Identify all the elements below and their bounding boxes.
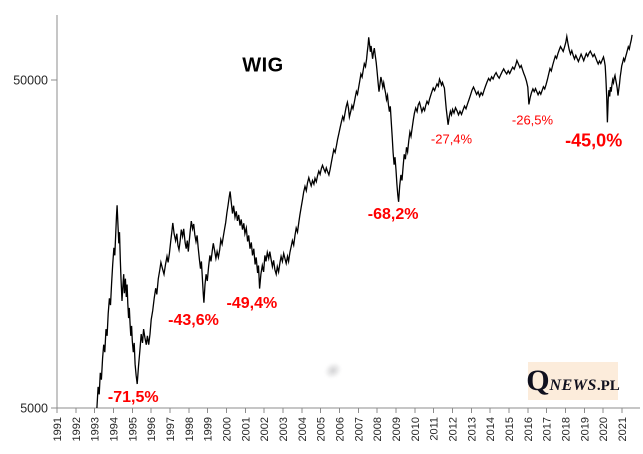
wig-line-series [96, 32, 633, 409]
drawdown-annotation: -45,0% [565, 130, 623, 151]
x-axis-tick-label: 2014 [485, 417, 497, 441]
x-axis-tick-label: 2004 [297, 417, 309, 441]
x-axis-tick-label: 2001 [240, 417, 252, 441]
x-axis-tick-label: 2013 [466, 417, 478, 441]
x-axis-tick-label: 2008 [372, 417, 384, 441]
x-axis-tick-label: 2012 [447, 417, 459, 441]
chart-title: WIG [242, 54, 284, 77]
x-axis-tick-label: 2017 [542, 417, 554, 441]
x-axis-tick-label: 2020 [598, 417, 610, 441]
x-axis-tick-label: 2010 [410, 417, 422, 441]
x-axis-tick-label: 1996 [146, 417, 158, 441]
drawdown-annotation: -27,4% [430, 131, 473, 147]
x-axis-tick-label: 1995 [127, 417, 139, 441]
x-axis-tick-label: 2006 [334, 417, 346, 441]
x-axis-tick-label: 2019 [579, 417, 591, 441]
x-axis-tick-label: 2016 [523, 417, 535, 441]
x-axis-tick-label: 2003 [278, 417, 290, 441]
drawdown-annotation: -71,5% [107, 389, 159, 407]
x-axis-tick-label: 1999 [203, 417, 215, 441]
x-axis-tick-label: 1997 [165, 417, 177, 441]
drawdown-annotation: -68,2% [367, 205, 419, 223]
x-axis-tick-label: 1994 [108, 417, 120, 441]
x-axis-tick-label: 1991 [52, 417, 64, 441]
y-axis-tick-label: 50000 [13, 74, 48, 88]
qnews-logo: Q NEWS .PL [526, 362, 620, 400]
x-axis-tick-label: 2002 [259, 417, 271, 441]
x-axis-tick-label: 2015 [504, 417, 516, 441]
x-axis-tick-label: 1998 [184, 417, 196, 441]
x-axis-tick-label: 2007 [353, 417, 365, 441]
logo-letter-q: Q [526, 364, 550, 397]
x-axis-tick-label: 1992 [71, 417, 83, 441]
logo-pl-text: .PL [596, 378, 620, 394]
x-axis-tick-label: 2009 [391, 417, 403, 441]
drawdown-annotation: -49,4% [226, 294, 278, 312]
x-axis-tick-label: 2000 [221, 417, 233, 441]
x-axis-tick-label: 2021 [617, 417, 629, 441]
x-axis-tick-label: 1993 [90, 417, 102, 441]
x-axis-tick-label: 2018 [560, 417, 572, 441]
drawdown-annotation: -43,6% [168, 312, 219, 330]
logo-news-text: NEWS [549, 377, 597, 394]
y-axis-tick-label: 5000 [20, 402, 48, 416]
drawdown-annotation: -26,5% [511, 112, 554, 128]
x-axis-tick-label: 2005 [316, 417, 328, 441]
x-axis-tick-label: 2011 [429, 417, 441, 441]
